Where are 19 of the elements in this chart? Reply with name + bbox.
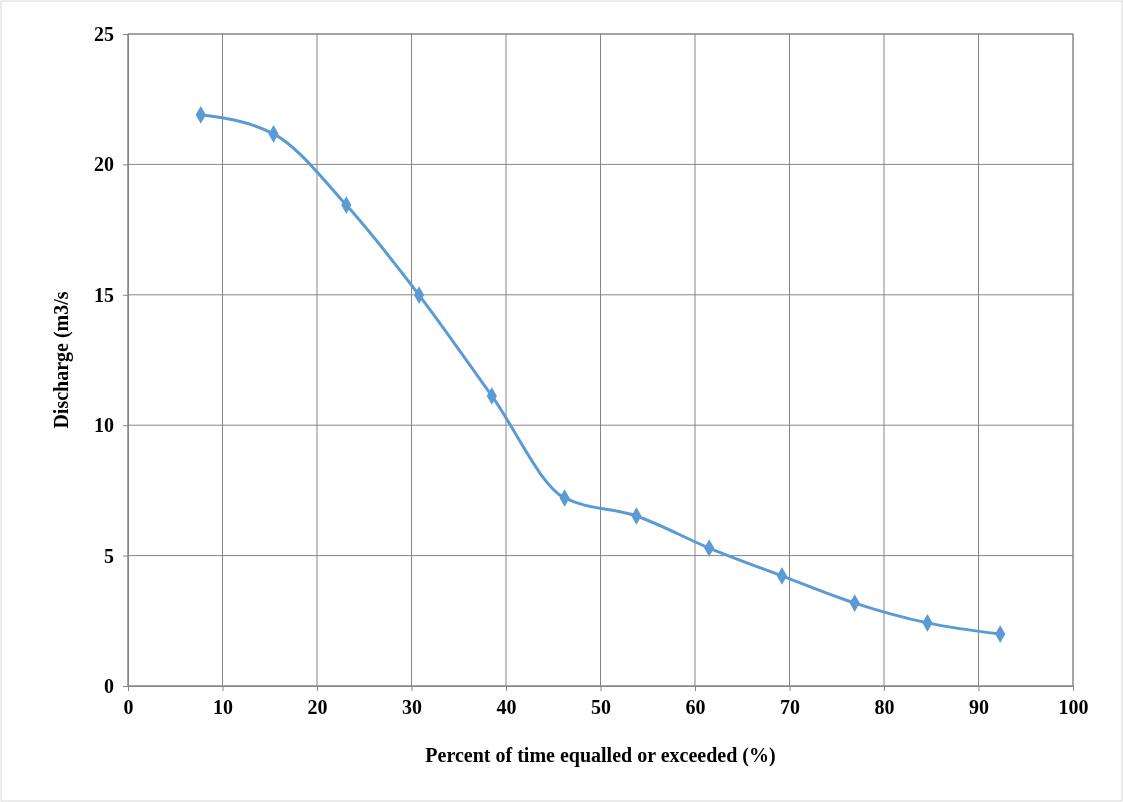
y-tick-label: 20 <box>94 153 114 176</box>
y-tick-label: 0 <box>104 674 114 697</box>
x-tick-label: 100 <box>1058 696 1089 718</box>
x-tick-label: 80 <box>874 696 895 718</box>
x-axis-title: Percent of time equalled or exceeded (%) <box>425 744 776 767</box>
y-tick-label: 15 <box>94 283 114 306</box>
y-tick-label: 5 <box>104 544 114 567</box>
x-tick-label: 30 <box>402 696 422 718</box>
x-tick-label: 50 <box>591 696 611 718</box>
y-axis-title: Discharge (m3/s <box>50 291 73 429</box>
x-tick-label: 20 <box>307 696 328 718</box>
x-tick-label: 40 <box>496 696 517 718</box>
y-tick-label: 25 <box>94 22 114 45</box>
x-tick-label: 60 <box>685 696 706 718</box>
x-tick-label: 0 <box>123 696 134 718</box>
x-tick-label: 90 <box>969 696 989 718</box>
y-tick-label: 10 <box>94 414 114 437</box>
x-tick-label: 10 <box>213 696 233 718</box>
x-tick-label: 70 <box>780 696 800 718</box>
